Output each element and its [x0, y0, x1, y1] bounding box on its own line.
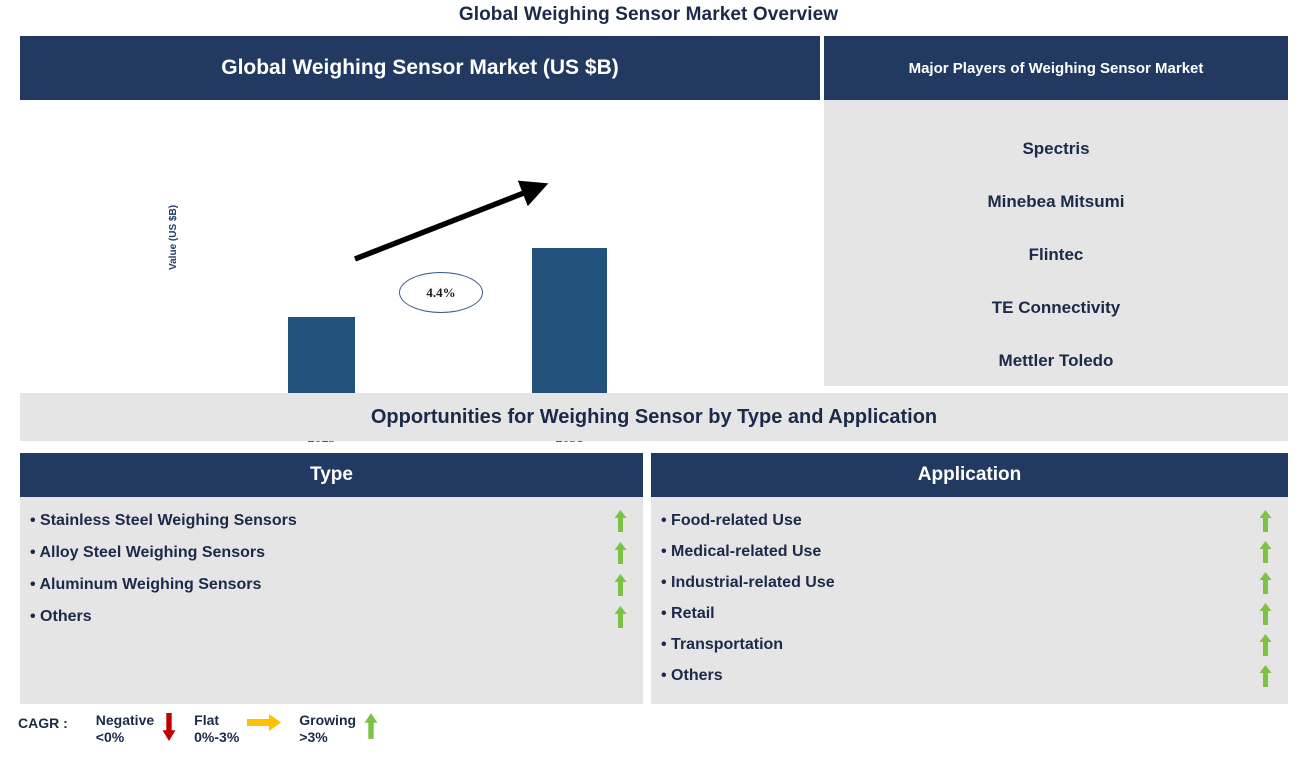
list-item-label: • Stainless Steel Weighing Sensors — [30, 512, 297, 529]
major-players-panel: Major Players of Weighing Sensor Market … — [824, 36, 1288, 386]
list-item: • Transportation — [651, 629, 1288, 660]
cagr-legend: CAGR : Negative <0% Flat 0%-3% Growing >… — [18, 712, 478, 760]
list-item: Flintec — [1028, 245, 1084, 264]
list-item: • Industrial-related Use — [651, 567, 1288, 598]
arrow-up-green-icon — [1259, 571, 1272, 594]
major-players-panel-header: Major Players of Weighing Sensor Market — [824, 36, 1288, 100]
application-list: • Food-related Use • Medical-related Use… — [651, 497, 1288, 704]
arrow-right-orange-icon — [247, 714, 282, 731]
arrow-up-green-icon — [614, 542, 627, 564]
cagr-legend-item-growing: Growing >3% — [299, 712, 386, 746]
page-title: Global Weighing Sensor Market Overview — [458, 4, 839, 25]
arrow-up-green-icon — [1259, 602, 1272, 625]
market-chart-panel-header: Global Weighing Sensor Market (US $B) — [20, 36, 820, 100]
list-item-label: • Food-related Use — [661, 511, 802, 529]
list-item-label: • Medical-related Use — [661, 542, 822, 560]
list-item: • Stainless Steel Weighing Sensors — [20, 505, 643, 537]
cagr-growth-arrow-icon — [353, 180, 549, 262]
market-chart-panel: Global Weighing Sensor Market (US $B) Va… — [20, 36, 820, 446]
legend-label: Flat — [194, 712, 220, 728]
major-players-list: Spectris Minebea Mitsumi Flintec TE Conn… — [824, 100, 1288, 386]
cagr-legend-item-negative: Negative <0% — [96, 712, 184, 746]
arrow-down-red-icon — [162, 713, 176, 741]
list-item: Mettler Toledo — [998, 351, 1114, 370]
arrow-up-green-icon — [614, 510, 627, 532]
arrow-up-green-icon — [1259, 664, 1272, 687]
list-item: • Alloy Steel Weighing Sensors — [20, 537, 643, 569]
legend-label: Growing — [299, 712, 357, 728]
arrow-up-green-icon — [614, 574, 627, 596]
opportunities-band-title: Opportunities for Weighing Sensor by Typ… — [20, 393, 1288, 441]
column-header-application: Application — [651, 453, 1288, 497]
column-header-type: Type — [20, 453, 643, 497]
opportunities-application-column: Application • Food-related Use • Medical… — [651, 453, 1288, 704]
y-axis-label: Value (US $B) — [168, 204, 179, 270]
bar-chart: Value (US $B) 2025 2031 4.4% — [20, 100, 820, 446]
list-item-label: • Aluminum Weighing Sensors — [30, 576, 262, 593]
arrow-up-green-icon — [1259, 509, 1272, 532]
list-item-label: • Others — [661, 666, 723, 684]
list-item-label: • Alloy Steel Weighing Sensors — [30, 544, 265, 561]
list-item: • Medical-related Use — [651, 536, 1288, 567]
list-item: • Others — [651, 660, 1288, 691]
cagr-legend-item-flat: Flat 0%-3% — [194, 712, 289, 746]
list-item: • Others — [20, 601, 643, 633]
cagr-legend-title: CAGR : — [18, 715, 68, 731]
list-item-label: • Industrial-related Use — [661, 573, 835, 591]
arrow-up-green-icon — [1259, 540, 1272, 563]
list-item-label: • Retail — [661, 604, 715, 622]
type-list: • Stainless Steel Weighing Sensors • All… — [20, 497, 643, 704]
list-item: Spectris — [1022, 139, 1090, 158]
list-item-label: • Others — [30, 608, 92, 625]
opportunities-type-column: Type • Stainless Steel Weighing Sensors … — [20, 453, 643, 704]
legend-range: >3% — [299, 729, 328, 745]
list-item: Minebea Mitsumi — [987, 192, 1125, 211]
arrow-up-green-icon — [614, 606, 627, 628]
arrow-up-green-icon — [1259, 633, 1272, 656]
arrow-up-green-icon — [364, 713, 378, 739]
list-item: • Retail — [651, 598, 1288, 629]
list-item: • Food-related Use — [651, 505, 1288, 536]
list-item: • Aluminum Weighing Sensors — [20, 569, 643, 601]
list-item-label: • Transportation — [661, 635, 784, 653]
list-item: TE Connectivity — [991, 298, 1121, 317]
legend-label: Negative — [95, 712, 155, 728]
legend-range: 0%-3% — [194, 729, 240, 745]
legend-range: <0% — [95, 729, 125, 745]
cagr-value-bubble: 4.4% — [399, 272, 483, 313]
